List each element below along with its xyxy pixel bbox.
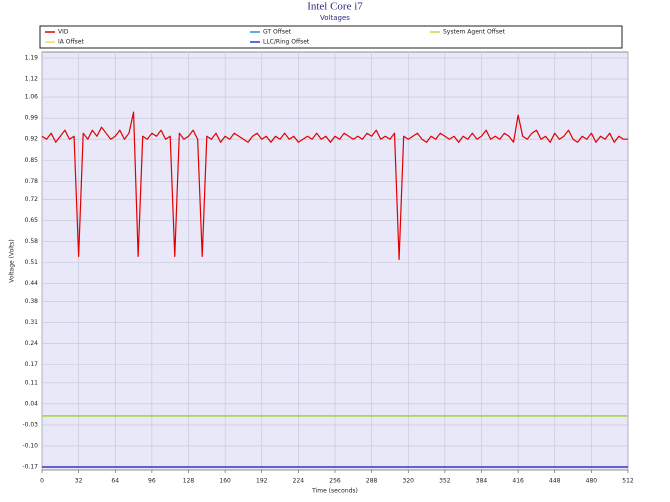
x-tick-label: 288 — [366, 478, 378, 485]
legend-label: IA Offset — [58, 39, 84, 46]
x-tick-label: 416 — [512, 478, 524, 485]
chart-subtitle: Voltages — [320, 14, 350, 22]
x-tick-label: 352 — [439, 478, 451, 485]
x-tick-label: 384 — [476, 478, 488, 485]
y-tick-label: 0.44 — [25, 280, 39, 287]
y-tick-label: -0.10 — [22, 442, 38, 449]
y-axis-label: Voltage (Volts) — [9, 239, 16, 283]
y-tick-label: 0.04 — [25, 400, 39, 407]
legend-label: LLC/Ring Offset — [263, 39, 310, 46]
legend-label: VID — [58, 29, 69, 36]
x-tick-label: 480 — [586, 478, 598, 485]
y-tick-label: 0.38 — [25, 298, 39, 305]
y-tick-label: 0.78 — [25, 178, 39, 185]
legend-label: System Agent Offset — [443, 29, 506, 36]
y-tick-label: 0.65 — [25, 217, 39, 224]
y-tick-label: 0.99 — [25, 115, 39, 122]
legend-label: GT Offset — [263, 29, 292, 36]
x-tick-label: 320 — [403, 478, 415, 485]
y-tick-label: -0.03 — [22, 421, 38, 428]
y-tick-label: 0.24 — [25, 340, 39, 347]
y-tick-label: -0.17 — [22, 463, 38, 470]
chart-title: Intel Core i7 — [307, 1, 363, 13]
x-tick-label: 32 — [75, 478, 83, 485]
series-line — [41, 111, 628, 261]
y-tick-label: 0.72 — [25, 196, 39, 203]
y-tick-label: 1.06 — [25, 94, 39, 101]
x-tick-label: 64 — [111, 478, 119, 485]
y-tick-label: 0.11 — [25, 379, 39, 386]
x-tick-label: 448 — [549, 478, 561, 485]
y-tick-label: 0.17 — [25, 361, 39, 368]
y-tick-label: 0.31 — [25, 319, 39, 326]
x-axis-label: Time (seconds) — [311, 488, 358, 495]
y-tick-label: 0.51 — [25, 259, 39, 266]
y-tick-label: 1.19 — [25, 55, 39, 62]
legend-box — [39, 25, 623, 49]
y-tick-label: 0.58 — [25, 238, 39, 245]
y-tick-label: 0.85 — [25, 157, 39, 164]
x-tick-label: 160 — [219, 478, 231, 485]
x-tick-label: 256 — [329, 478, 341, 485]
x-tick-label: 512 — [622, 478, 634, 485]
y-tick-label: 0.92 — [25, 136, 39, 143]
x-tick-label: 128 — [183, 478, 195, 485]
y-tick-label: 1.12 — [25, 76, 39, 83]
x-tick-label: 192 — [256, 478, 268, 485]
x-tick-label: 0 — [40, 478, 44, 485]
x-tick-label: 224 — [293, 478, 305, 485]
x-tick-label: 96 — [148, 478, 156, 485]
